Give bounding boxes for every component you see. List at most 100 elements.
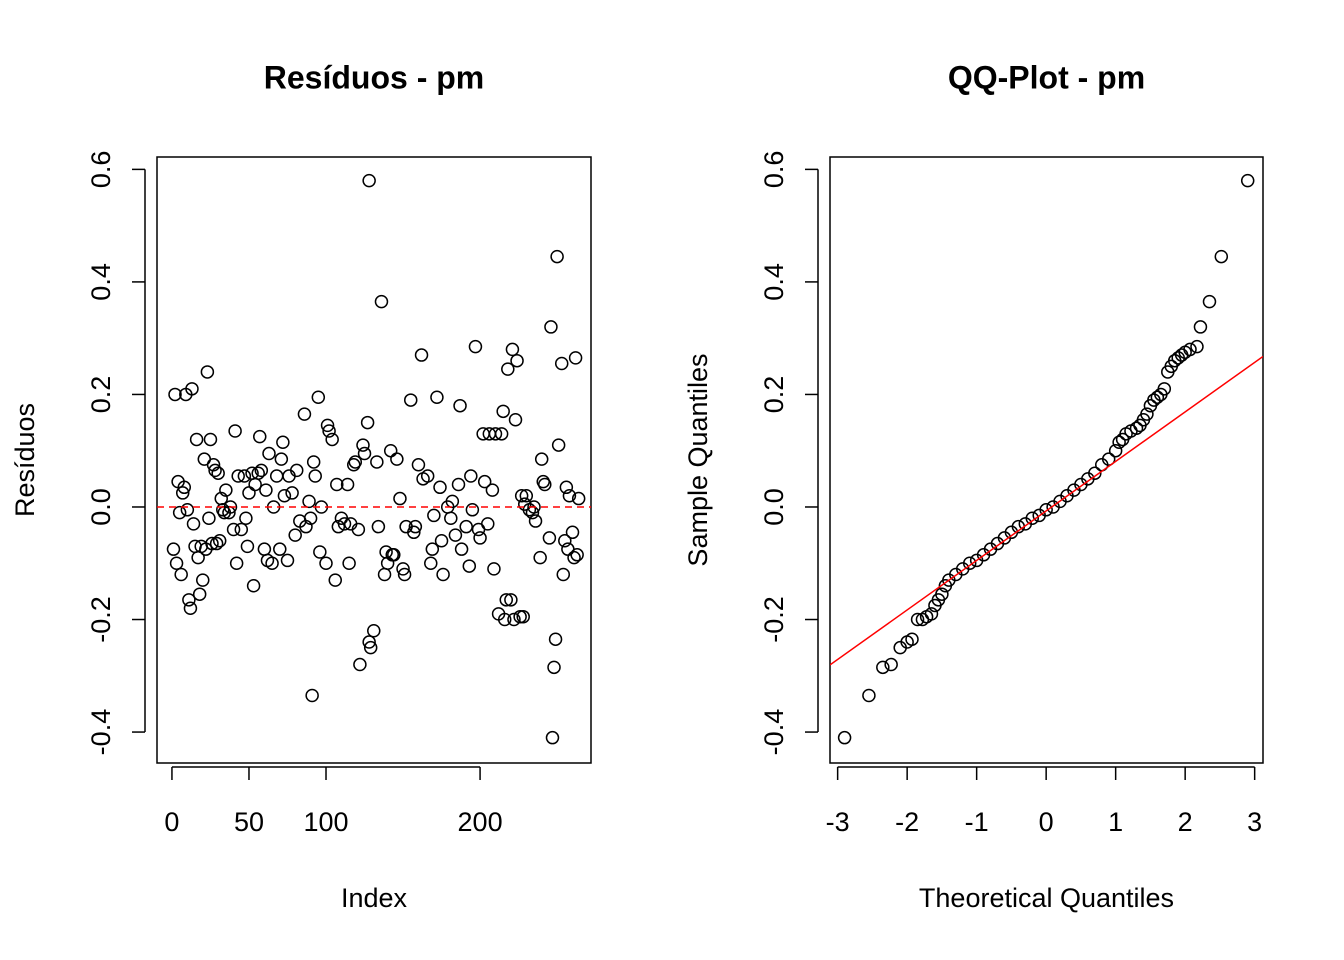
x-tick-label: 1 xyxy=(1108,807,1123,837)
point xyxy=(169,556,184,571)
point xyxy=(353,657,367,672)
point xyxy=(473,531,487,545)
point xyxy=(1183,342,1197,357)
plot-box xyxy=(156,156,592,764)
point xyxy=(377,567,392,582)
point xyxy=(200,365,215,379)
point xyxy=(257,542,272,556)
point xyxy=(253,429,267,444)
point xyxy=(340,477,355,492)
point xyxy=(306,455,321,469)
point xyxy=(289,463,304,478)
y-tick-label: 0.4 xyxy=(759,263,789,301)
point xyxy=(280,553,295,568)
point xyxy=(202,511,216,525)
point xyxy=(212,533,227,548)
point xyxy=(328,573,343,587)
point xyxy=(265,556,279,571)
point xyxy=(481,517,495,531)
point xyxy=(876,660,890,675)
x-tick-label: 3 xyxy=(1247,807,1262,837)
point xyxy=(397,567,412,582)
x-tick-label: 0 xyxy=(164,807,179,837)
point xyxy=(448,528,463,542)
point xyxy=(414,348,429,362)
point xyxy=(910,612,925,627)
y-axis-label: Sample Quantiles xyxy=(683,353,713,566)
point xyxy=(174,567,188,582)
point xyxy=(182,593,196,607)
point xyxy=(1039,503,1053,517)
point xyxy=(234,522,249,537)
x-tick-label: 200 xyxy=(458,807,503,837)
point xyxy=(1193,320,1208,334)
point xyxy=(367,624,381,638)
point xyxy=(510,353,524,368)
point xyxy=(542,531,557,545)
point xyxy=(1112,435,1126,450)
point xyxy=(228,424,242,438)
y-tick-label: -0.4 xyxy=(759,709,789,756)
point xyxy=(342,556,356,571)
point xyxy=(180,503,195,517)
point xyxy=(305,688,319,703)
point xyxy=(464,469,478,483)
point xyxy=(471,522,486,537)
point xyxy=(360,415,375,430)
point xyxy=(411,458,426,472)
point xyxy=(362,173,376,188)
point xyxy=(556,567,571,582)
plot-area xyxy=(157,173,591,745)
point xyxy=(488,427,503,441)
point xyxy=(544,320,558,334)
plot-area xyxy=(830,173,1263,745)
point xyxy=(208,463,222,478)
point xyxy=(259,483,273,497)
point xyxy=(172,505,187,520)
point xyxy=(185,382,199,396)
point xyxy=(485,483,500,497)
point xyxy=(451,477,466,492)
point xyxy=(371,519,386,534)
point xyxy=(545,730,560,745)
point xyxy=(205,536,219,551)
y-tick-label: -0.2 xyxy=(86,596,116,643)
x-tick-label: -2 xyxy=(895,807,919,837)
point xyxy=(562,488,577,503)
point xyxy=(534,452,549,466)
point xyxy=(837,730,852,745)
point xyxy=(433,480,447,495)
point xyxy=(246,579,261,593)
point xyxy=(370,455,384,469)
point xyxy=(1157,382,1172,396)
point xyxy=(229,556,244,571)
chart-title: Resíduos - pm xyxy=(264,59,484,95)
point xyxy=(454,542,469,556)
point xyxy=(192,587,207,601)
point xyxy=(519,488,534,503)
chart-title: QQ-Plot - pm xyxy=(948,59,1145,95)
point xyxy=(565,525,580,540)
point xyxy=(514,488,529,503)
point xyxy=(884,657,898,672)
point xyxy=(302,494,316,509)
point xyxy=(548,632,563,646)
point xyxy=(567,550,581,565)
point xyxy=(935,587,949,601)
point xyxy=(1088,466,1102,480)
point xyxy=(1150,390,1165,405)
plot-box xyxy=(829,156,1264,764)
y-tick-label: 0.0 xyxy=(86,488,116,526)
point xyxy=(528,514,543,528)
point xyxy=(348,455,363,469)
point xyxy=(356,438,370,452)
point xyxy=(504,593,518,607)
point xyxy=(444,511,458,525)
point xyxy=(571,491,586,506)
point xyxy=(862,688,876,703)
point xyxy=(436,567,450,582)
qq-line xyxy=(830,355,1263,666)
point xyxy=(507,612,521,627)
point xyxy=(223,500,238,514)
